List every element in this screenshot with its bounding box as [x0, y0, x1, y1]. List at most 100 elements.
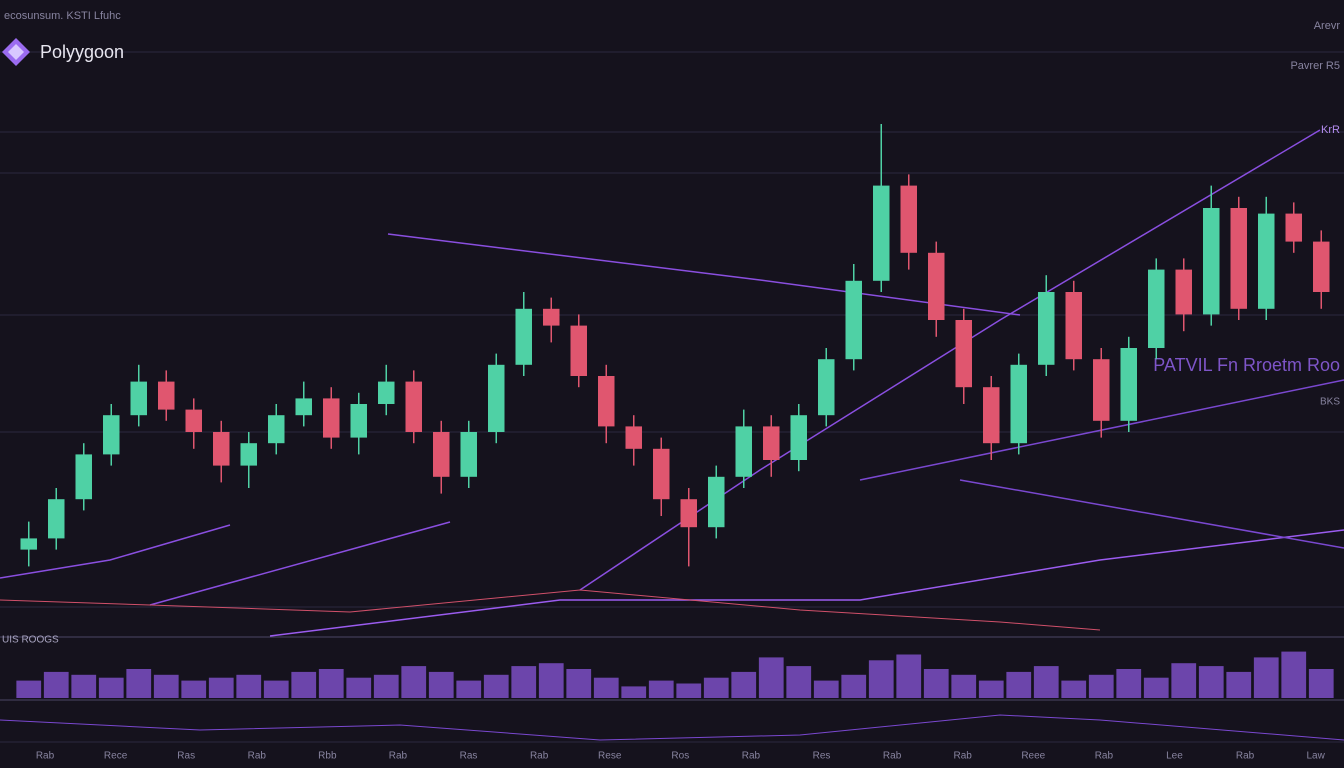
candle-body	[130, 381, 147, 416]
x-tick-label: Rece	[104, 751, 128, 762]
candle-body	[295, 398, 312, 416]
x-tick-label: Res	[813, 751, 831, 762]
volume-bar	[126, 669, 152, 698]
x-tick-label: Ras	[177, 751, 195, 762]
top-right-label: Arevr	[1314, 20, 1341, 32]
volume-bar	[758, 657, 784, 698]
candle-body	[598, 376, 615, 427]
volume-bar	[1226, 671, 1252, 698]
volume-bar	[978, 680, 1004, 698]
candle-body	[1175, 269, 1192, 315]
candle-body	[20, 538, 37, 550]
candle-body	[543, 308, 560, 326]
volume-bar	[731, 671, 757, 698]
candle-body	[48, 499, 65, 539]
volume-bar	[676, 683, 702, 698]
candle-body	[625, 426, 642, 449]
candle-body	[1313, 241, 1330, 292]
candle-body	[1120, 348, 1137, 421]
volume-bar	[951, 674, 977, 698]
x-tick-label: Rab	[1095, 751, 1114, 762]
top-right-label: Pavrer R5	[1290, 60, 1340, 72]
candle-body	[1258, 213, 1275, 309]
indicator-label: UIS ROOGS	[2, 635, 59, 646]
volume-bar	[593, 677, 619, 698]
volume-bar	[1171, 663, 1197, 698]
brand: Polyygoon	[40, 42, 124, 62]
volume-bar	[318, 669, 344, 698]
candle-body	[1203, 208, 1220, 315]
volume-bar	[1006, 671, 1032, 698]
candle-body	[1148, 269, 1165, 348]
candle-body	[900, 185, 917, 253]
candle-body	[240, 443, 257, 466]
candle-body	[818, 359, 835, 416]
volume-bar	[813, 680, 839, 698]
volume-bar	[1033, 666, 1059, 698]
volume-bar	[1143, 677, 1169, 698]
x-tick-label: Rbb	[318, 751, 337, 762]
candle-body	[75, 454, 92, 500]
volume-bar	[1088, 674, 1114, 698]
candle-body	[570, 325, 587, 376]
x-tick-label: Law	[1306, 751, 1325, 762]
candle-body	[405, 381, 422, 432]
volume-bar	[511, 666, 537, 698]
volume-bar	[786, 666, 812, 698]
top-right-label: KrR	[1321, 124, 1340, 136]
candle-body	[1038, 292, 1055, 365]
candle-body	[763, 426, 780, 460]
x-tick-label: Reee	[1021, 751, 1045, 762]
candle-body	[653, 448, 670, 500]
candle-body	[515, 308, 532, 365]
annotation: PATVIL Fn Rroetm Roo	[1153, 355, 1340, 375]
volume-bar	[236, 674, 262, 698]
header-text: ecosunsum. KSTI Lfuhc	[4, 10, 121, 22]
volume-bar	[1308, 669, 1334, 698]
x-tick-label: Rab	[36, 751, 55, 762]
volume-bar	[566, 669, 592, 698]
candle-body	[955, 320, 972, 388]
candle-body	[708, 476, 725, 528]
x-tick-label: Rab	[1236, 751, 1255, 762]
candle-body	[103, 415, 120, 455]
x-tick-label: Rab	[530, 751, 549, 762]
x-tick-label: Rab	[883, 751, 902, 762]
candle-body	[928, 252, 945, 320]
volume-bar	[43, 671, 69, 698]
candle-body	[735, 426, 752, 477]
x-tick-label: Rab	[954, 751, 973, 762]
candle-body	[378, 381, 395, 404]
candle-body	[790, 415, 807, 460]
candle-body	[1065, 292, 1082, 360]
volume-bar	[841, 674, 867, 698]
trend-lines	[0, 129, 1344, 741]
candle-body	[1230, 208, 1247, 309]
candle-body	[350, 404, 367, 438]
x-tick-label: Lee	[1166, 751, 1183, 762]
volume-bar	[923, 669, 949, 698]
volume-bar	[1061, 680, 1087, 698]
candle-body	[185, 409, 202, 432]
volume-bar	[648, 680, 674, 698]
volume-bar	[346, 677, 372, 698]
x-tick-label: Rab	[742, 751, 761, 762]
candle-body	[1093, 359, 1110, 421]
candle-body	[873, 185, 890, 281]
candle-body	[983, 387, 1000, 444]
candle-body	[680, 499, 697, 528]
volume-bar	[98, 677, 124, 698]
x-tick-label: Rab	[248, 751, 267, 762]
volume-bar	[401, 666, 427, 698]
candle-body	[460, 432, 477, 477]
candle-body	[213, 432, 230, 466]
volume-bar	[16, 680, 42, 698]
candle-body	[433, 432, 450, 477]
candle-body	[1285, 213, 1302, 242]
volume-bar	[1281, 651, 1307, 698]
volume-bar	[868, 660, 894, 698]
x-tick-label: Rab	[389, 751, 408, 762]
candle-body	[1010, 364, 1027, 444]
